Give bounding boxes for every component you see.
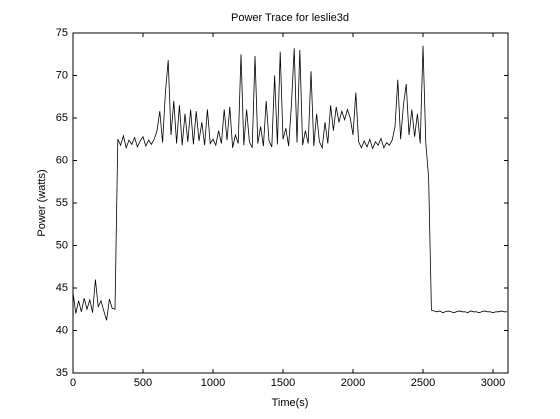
y-tick-label: 70	[56, 69, 68, 81]
x-tick-label: 3000	[481, 377, 505, 389]
y-axis-label: Power (watts)	[36, 169, 48, 236]
x-tick-label: 1500	[271, 377, 295, 389]
chart-title: Power Trace for leslie3d	[231, 12, 349, 24]
y-tick-label: 35	[56, 367, 68, 379]
y-tick-label: 65	[56, 112, 68, 124]
y-tick-label: 40	[56, 324, 68, 336]
y-tick-label: 45	[56, 282, 68, 294]
y-tick-label: 75	[56, 27, 68, 39]
x-tick-label: 0	[70, 377, 76, 389]
x-tick-label: 2500	[411, 377, 435, 389]
power-line	[72, 45, 508, 321]
x-tick-label: 1000	[201, 377, 225, 389]
y-tick-label: 55	[56, 197, 68, 209]
x-axis-label: Time(s)	[272, 397, 309, 409]
y-tick-label: 50	[56, 239, 68, 251]
x-tick-label: 2000	[341, 377, 365, 389]
x-tick-label: 500	[134, 377, 152, 389]
y-tick-label: 60	[56, 154, 68, 166]
